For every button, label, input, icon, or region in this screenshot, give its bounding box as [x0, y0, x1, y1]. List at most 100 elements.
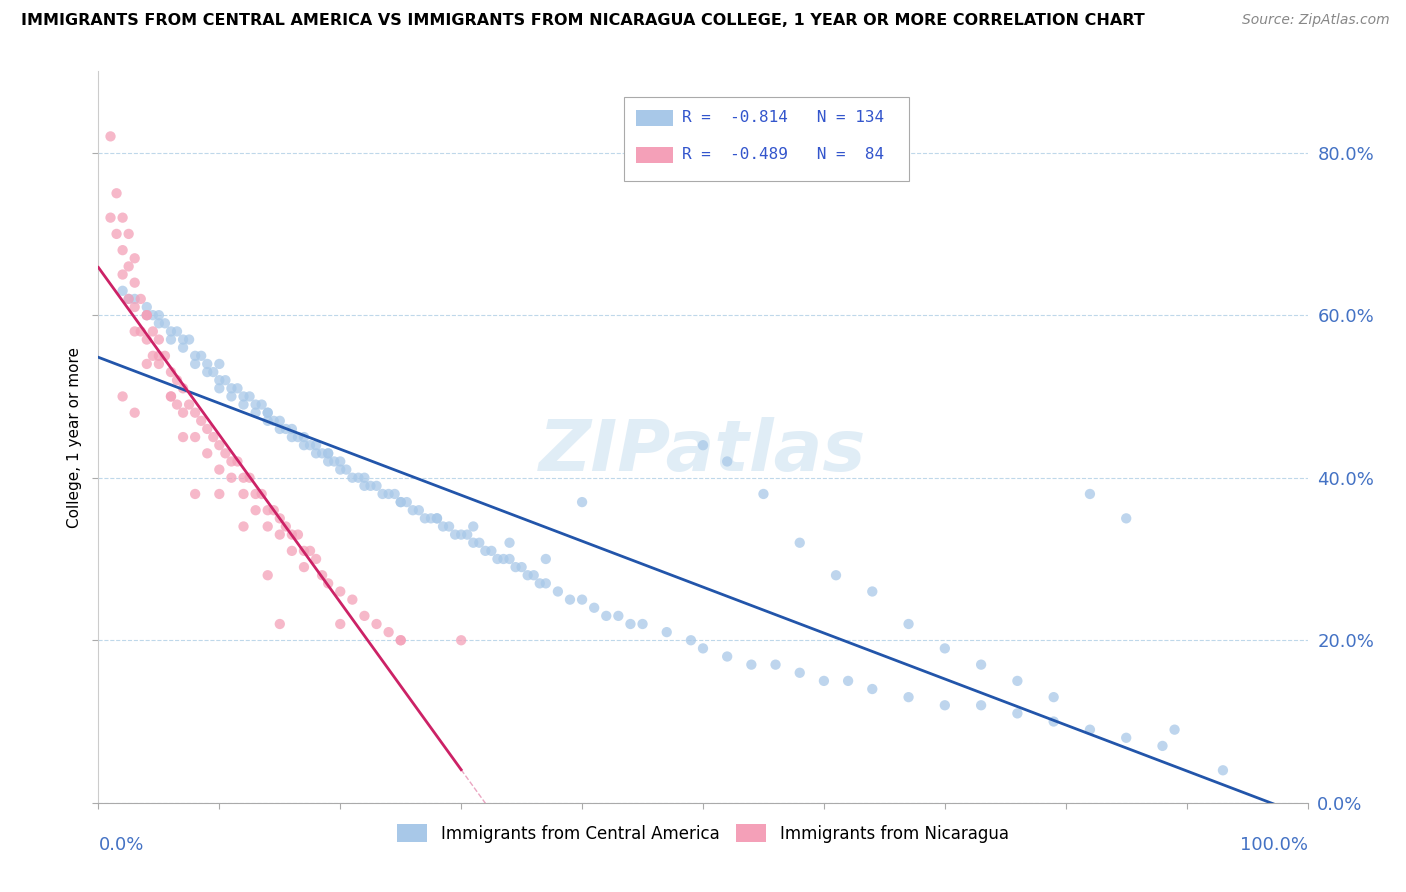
FancyBboxPatch shape — [637, 110, 672, 127]
Point — [129, 292, 152, 306]
Text: ZIPatlas: ZIPatlas — [540, 417, 866, 486]
Point — [311, 446, 333, 460]
Point — [124, 300, 146, 314]
Y-axis label: College, 1 year or more: College, 1 year or more — [66, 347, 82, 527]
Point — [190, 414, 212, 428]
Point — [825, 568, 848, 582]
Point — [474, 544, 496, 558]
Point — [679, 633, 702, 648]
Point — [413, 511, 436, 525]
Point — [202, 365, 225, 379]
Point — [1212, 764, 1234, 778]
Point — [353, 479, 375, 493]
Point — [292, 430, 315, 444]
Point — [184, 406, 207, 420]
Point — [366, 479, 388, 493]
Point — [450, 633, 472, 648]
Point — [740, 657, 762, 672]
Point — [195, 446, 218, 460]
Point — [316, 446, 339, 460]
Point — [269, 527, 291, 541]
Point — [468, 535, 491, 549]
Point — [111, 389, 134, 403]
Point — [263, 414, 285, 428]
Point — [221, 471, 243, 485]
Point — [232, 471, 254, 485]
Point — [934, 698, 956, 713]
Point — [100, 129, 122, 144]
Point — [631, 617, 654, 632]
Point — [607, 608, 630, 623]
Point — [202, 430, 225, 444]
Point — [287, 527, 309, 541]
Point — [837, 673, 859, 688]
Point — [789, 535, 811, 549]
Point — [195, 365, 218, 379]
Point — [256, 414, 278, 428]
Point — [1115, 731, 1137, 745]
Point — [256, 568, 278, 582]
Point — [789, 665, 811, 680]
Point — [105, 186, 128, 201]
Point — [269, 617, 291, 632]
Point — [208, 487, 231, 501]
Point — [329, 584, 352, 599]
Point — [148, 316, 170, 330]
Point — [111, 211, 134, 225]
Point — [583, 600, 606, 615]
Point — [142, 349, 165, 363]
Point — [142, 308, 165, 322]
Point — [389, 633, 412, 648]
Point — [232, 519, 254, 533]
Point — [160, 389, 183, 403]
Point — [135, 300, 157, 314]
Point — [1007, 673, 1029, 688]
Point — [153, 316, 176, 330]
Point — [208, 438, 231, 452]
Point — [195, 357, 218, 371]
Point — [221, 454, 243, 468]
Point — [402, 503, 425, 517]
FancyBboxPatch shape — [624, 97, 908, 181]
Point — [160, 333, 183, 347]
Point — [232, 398, 254, 412]
Point — [752, 487, 775, 501]
Point — [135, 308, 157, 322]
Point — [172, 341, 194, 355]
Text: R =  -0.814   N = 134: R = -0.814 N = 134 — [682, 110, 884, 125]
Point — [426, 511, 449, 525]
Point — [408, 503, 430, 517]
Point — [329, 454, 352, 468]
Point — [274, 422, 297, 436]
Point — [1078, 723, 1101, 737]
Point — [432, 519, 454, 533]
Point — [172, 406, 194, 420]
Point — [221, 389, 243, 403]
Point — [299, 438, 322, 452]
Text: R =  -0.489   N =  84: R = -0.489 N = 84 — [682, 146, 884, 161]
Point — [245, 398, 267, 412]
Point — [510, 560, 533, 574]
Point — [232, 389, 254, 403]
Point — [311, 568, 333, 582]
Point — [184, 349, 207, 363]
Point — [129, 325, 152, 339]
Point — [329, 462, 352, 476]
Point — [135, 308, 157, 322]
Point — [897, 690, 920, 705]
Point — [316, 446, 339, 460]
Point — [342, 592, 364, 607]
Point — [135, 308, 157, 322]
Point — [184, 430, 207, 444]
Point — [299, 544, 322, 558]
Point — [426, 511, 449, 525]
Point — [245, 487, 267, 501]
Point — [456, 527, 478, 541]
Point — [534, 552, 557, 566]
Point — [105, 227, 128, 241]
Point — [245, 406, 267, 420]
Point — [384, 487, 406, 501]
Point — [1115, 511, 1137, 525]
Point — [135, 357, 157, 371]
Point — [281, 430, 304, 444]
